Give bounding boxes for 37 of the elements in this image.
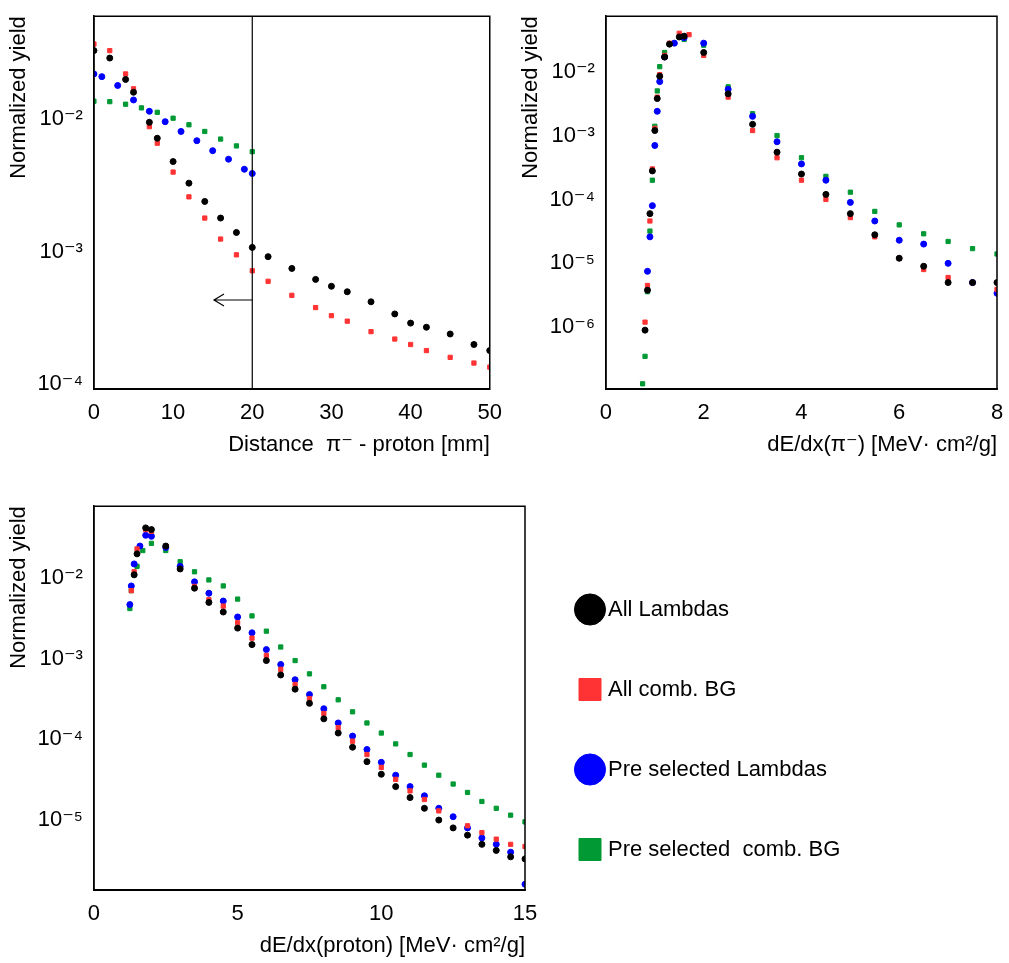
y-tick-label: 10⁻⁴ bbox=[37, 725, 83, 751]
x-tick-label: 20 bbox=[240, 399, 265, 425]
y-tick-label: 10⁻² bbox=[39, 564, 83, 590]
legend-label: All Lambdas bbox=[608, 595, 730, 621]
x-axis-title: Distance π⁻ - proton [mm] bbox=[228, 430, 490, 456]
x-tick-label: 30 bbox=[319, 399, 344, 425]
y-tick-label: 10⁻⁵ bbox=[37, 806, 83, 832]
x-tick-label: 50 bbox=[477, 399, 503, 425]
y-tick-label: 10⁻² bbox=[551, 57, 595, 83]
x-axis-title: dE/dx(π⁻) [MeV· cm²/g] bbox=[767, 430, 997, 456]
x-tick-label: 0 bbox=[87, 900, 101, 926]
y-tick-label: 10⁻⁶ bbox=[549, 313, 595, 339]
x-tick-label: 15 bbox=[512, 900, 538, 926]
x-tick-label: 0 bbox=[87, 399, 101, 425]
y-axis-title: Normalized yield bbox=[5, 16, 31, 179]
x-tick-label: 2 bbox=[697, 399, 710, 425]
y-tick-label: 10⁻³ bbox=[39, 237, 83, 263]
x-tick-label: 0 bbox=[599, 399, 613, 425]
x-tick-label: 6 bbox=[893, 399, 906, 425]
y-axis-title: Normalized yield bbox=[5, 506, 31, 669]
y-tick-label: 10⁻⁵ bbox=[549, 249, 595, 275]
x-tick-label: 4 bbox=[795, 399, 808, 425]
y-tick-label: 10⁻⁴ bbox=[37, 370, 83, 396]
y-tick-label: 10⁻³ bbox=[551, 121, 595, 147]
x-tick-label: 5 bbox=[231, 900, 244, 926]
y-tick-label: 10⁻² bbox=[39, 105, 83, 131]
y-tick-label: 10⁻³ bbox=[39, 644, 83, 670]
x-axis-title: dE/dx(proton) [MeV· cm²/g] bbox=[259, 931, 525, 957]
x-tick-label: 8 bbox=[990, 399, 1004, 425]
x-tick-label: 40 bbox=[398, 399, 423, 425]
legend-label: Pre selected Lambdas bbox=[608, 755, 827, 781]
x-tick-label: 10 bbox=[160, 399, 186, 425]
legend-label: All comb. BG bbox=[608, 675, 737, 701]
legend-label: Pre selected comb. BG bbox=[608, 835, 841, 861]
y-axis-title: Normalized yield bbox=[517, 16, 543, 179]
x-tick-label: 10 bbox=[369, 900, 394, 926]
y-tick-label: 10⁻⁴ bbox=[549, 185, 595, 211]
